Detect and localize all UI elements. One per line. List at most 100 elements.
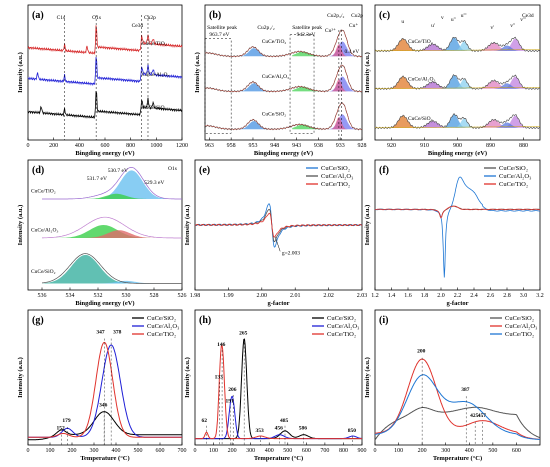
annotation: 942.3eV bbox=[297, 32, 316, 38]
x-tick-label: 2.00 bbox=[257, 293, 268, 299]
x-tick-label: 1200 bbox=[176, 143, 188, 149]
x-tick-label: 900 bbox=[453, 143, 462, 149]
series-line bbox=[41, 253, 182, 284]
peak-label: C1s bbox=[57, 15, 66, 21]
x-tick-label: 600 bbox=[101, 143, 110, 149]
x-tick-label: 1.6 bbox=[404, 293, 412, 299]
x-tick-label: 200 bbox=[68, 448, 77, 454]
series-line bbox=[374, 205, 541, 219]
legend-entry: CuCe/SiO₂ bbox=[505, 315, 534, 322]
satellite-box bbox=[289, 34, 315, 134]
series-line bbox=[27, 57, 183, 86]
x-tick-label: 1.4 bbox=[388, 293, 396, 299]
fit-peak bbox=[480, 119, 507, 128]
annotation: u'' bbox=[451, 17, 456, 23]
legend-entry: CuCe/Al₂O₃ bbox=[499, 173, 531, 180]
x-tick-label: 958 bbox=[227, 143, 236, 149]
fit-peak bbox=[331, 44, 349, 57]
x-tick-label: 528 bbox=[150, 293, 159, 299]
panel-title: O1s bbox=[168, 166, 177, 172]
fit-peak bbox=[327, 76, 358, 92]
panel-c: (c) 920 910 900 890 880 Bingding energy (eV) In… bbox=[364, 4, 541, 157]
baseline bbox=[375, 87, 541, 89]
legend-entry: CuCe/Al₂O₃ bbox=[147, 323, 179, 330]
x-tick-label: 3.2 bbox=[536, 293, 544, 299]
peak-label: 586 bbox=[299, 426, 308, 432]
annotation: v''' bbox=[520, 17, 526, 23]
peak-label: 425 bbox=[470, 413, 479, 419]
panel-label: (b) bbox=[209, 10, 221, 21]
x-axis-label: Temperature (°C) bbox=[254, 455, 303, 462]
x-axis-label: g-factor bbox=[267, 300, 289, 307]
fit-peak bbox=[450, 79, 478, 89]
peak-label: 265 bbox=[239, 331, 248, 337]
x-tick-label: 943 bbox=[292, 143, 301, 149]
annotation: 530.7 eV bbox=[108, 168, 128, 174]
annotation: Cu2p₃/₂ bbox=[327, 13, 344, 19]
peak-label: Ce3d bbox=[132, 23, 144, 29]
x-tick-label: 2.03 bbox=[357, 293, 368, 299]
legend-entry: CuCe/TiO₂ bbox=[321, 181, 350, 188]
x-axis-label: Temperature (°C) bbox=[433, 455, 482, 462]
annotation: 529.3 eV bbox=[144, 180, 164, 186]
satellite-box bbox=[204, 38, 232, 134]
x-tick-label: 2.02 bbox=[323, 293, 334, 299]
fit-peak bbox=[389, 76, 417, 89]
series-line bbox=[27, 25, 183, 55]
series-label: CuCe/SiO₂ bbox=[142, 105, 167, 111]
peak-label: 62 bbox=[202, 418, 208, 424]
plot-frame bbox=[27, 309, 183, 446]
peak-label: Cu2p bbox=[144, 15, 156, 21]
x-tick-label: 2.2 bbox=[454, 293, 462, 299]
x-tick-label: 948 bbox=[270, 143, 279, 149]
x-tick-label: 1.8 bbox=[421, 293, 429, 299]
peak-label: 200 bbox=[417, 349, 426, 355]
x-tick-label: 100 bbox=[46, 448, 55, 454]
x-tick-label: 880 bbox=[519, 143, 528, 149]
fit-peak bbox=[84, 193, 154, 199]
y-axis-label: Intensity (a.u.) bbox=[17, 52, 24, 93]
panel-label: (c) bbox=[379, 10, 390, 21]
series-line bbox=[374, 113, 541, 130]
x-tick-label: 500 bbox=[488, 448, 497, 454]
y-axis-label: Intensity (a.u.) bbox=[17, 357, 24, 398]
series-line bbox=[374, 358, 540, 440]
fit-envelope bbox=[205, 29, 362, 57]
panel-e: (e) 1.98 1.99 2.00 2.01 2.02 2.03 g-factor Inten… bbox=[184, 159, 368, 307]
fit-peak bbox=[389, 38, 417, 51]
series-line bbox=[374, 205, 541, 219]
annotation: 963.7 eV bbox=[209, 32, 229, 38]
x-tick-label: 300 bbox=[90, 448, 99, 454]
baseline bbox=[375, 49, 541, 52]
x-tick-label: 2.0 bbox=[437, 293, 445, 299]
fit-peak bbox=[239, 83, 267, 92]
x-tick-label: 200 bbox=[228, 448, 237, 454]
peak-label: 191 bbox=[225, 399, 234, 405]
fit-peak bbox=[56, 225, 154, 238]
y-axis-label: Intensity (a.u.) bbox=[184, 205, 191, 246]
series-line bbox=[28, 341, 182, 438]
fit-peak bbox=[419, 82, 446, 89]
fit-peak bbox=[441, 114, 468, 128]
annotation: v' bbox=[491, 25, 495, 31]
peak-label: 457 bbox=[478, 413, 487, 419]
x-tick-label: 500 bbox=[134, 448, 143, 454]
peak-label: 353 bbox=[256, 428, 264, 434]
series-label: CuCe/TiO₂ bbox=[262, 39, 287, 45]
annotation: 531.7 eV bbox=[87, 176, 107, 182]
fit-peak bbox=[419, 44, 446, 51]
x-tick-label: 963 bbox=[205, 143, 214, 149]
x-tick-label: 890 bbox=[486, 143, 495, 149]
x-tick-label: 2.4 bbox=[470, 293, 478, 299]
legend-entry: CuCe/TiO₂ bbox=[505, 331, 534, 338]
x-tick-label: 928 bbox=[358, 143, 367, 149]
annotation-arrow bbox=[274, 236, 281, 252]
panel-label: (f) bbox=[379, 165, 389, 176]
fit-peak bbox=[327, 114, 358, 130]
panel-h: (h) 0 100 200 300 400 500 600 700 800 900 Temperatu… bbox=[184, 309, 367, 462]
series-label: CuCe/TiO₂ bbox=[31, 189, 56, 195]
x-tick-label: 500 bbox=[283, 448, 292, 454]
peak-label: 378 bbox=[113, 329, 122, 335]
x-tick-label: 800 bbox=[126, 143, 135, 149]
annotation: g=2.003 bbox=[282, 250, 300, 256]
